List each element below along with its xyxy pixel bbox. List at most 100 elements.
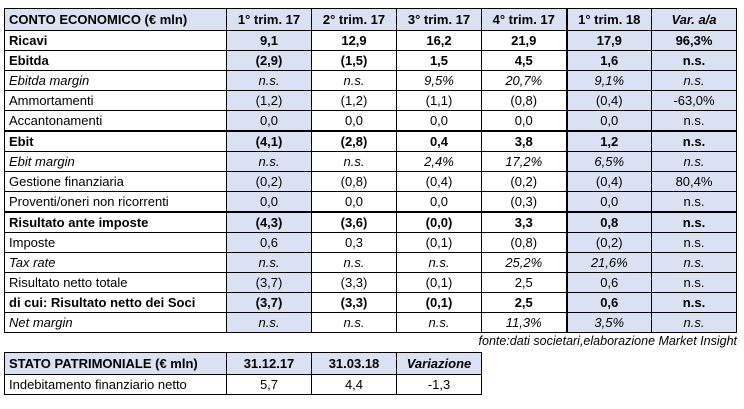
table-row: Gestione finanziaria (0,2) (0,8) (0,4) (0,2)…: [4, 171, 737, 192]
column-header: 3° trim. 17: [396, 8, 482, 31]
value-cell: n.s.: [651, 312, 737, 333]
value-cell: (0,3): [481, 191, 567, 213]
value-cell: (0,8): [311, 171, 397, 192]
value-cell: 3,8: [481, 130, 567, 152]
value-cell: 1,6: [565, 50, 652, 71]
value-cell: 11,3%: [481, 312, 567, 333]
value-cell: (0,2): [481, 171, 567, 192]
value-cell: n.s.: [651, 151, 737, 172]
value-cell: 0,0: [311, 191, 397, 213]
row-label: Risultato netto totale: [4, 272, 227, 293]
value-cell: 0,4: [396, 130, 482, 152]
table-row: Risultato ante imposte (4,3) (3,6) (0,0) 3,3…: [4, 211, 737, 233]
value-cell: n.s.: [651, 211, 737, 233]
value-cell: n.s.: [651, 50, 737, 71]
value-cell: n.s.: [226, 151, 312, 172]
table-row: di cui: Risultato netto dei Soci (3,7) (3,…: [4, 292, 737, 313]
row-label: Ammortamenti: [4, 90, 227, 111]
value-cell: (0,8): [481, 232, 567, 253]
value-cell: (1,1): [396, 90, 482, 111]
value-cell: 16,2: [396, 30, 482, 51]
value-cell: 0,3: [311, 232, 397, 253]
income-table-header-row: CONTO ECONOMICO (€ mln) 1° trim. 17 2° tri…: [4, 8, 737, 31]
balance-table-header-row: STATO PATRIMONIALE (€ mln) 31.12.17 31.03.…: [4, 352, 482, 375]
row-label: Ebitda: [4, 50, 227, 71]
value-cell: 0,0: [396, 191, 482, 213]
table-row: Ebitda (2,9) (1,5) 1,5 4,5 1,6 n.s.: [4, 50, 737, 71]
value-cell: 0,0: [565, 191, 652, 213]
table-row: Risultato netto totale (3,7) (3,3) (0,1) 2,5…: [4, 272, 737, 293]
value-cell: 12,9: [311, 30, 397, 51]
table-row: Tax rate n.s. n.s. n.s. 25,2% 21,6% n.s.: [4, 252, 737, 273]
row-label: Ebit margin: [4, 151, 227, 172]
value-cell: (2,8): [311, 130, 397, 152]
value-cell: 9,1%: [565, 70, 652, 91]
value-cell: n.s.: [651, 252, 737, 273]
table-row: Net margin n.s. n.s. n.s. 11,3% 3,5% n.s.: [4, 312, 737, 333]
column-header: Variazione: [396, 352, 482, 375]
value-cell: 4,5: [481, 50, 567, 71]
value-cell: n.s.: [651, 130, 737, 152]
column-header: 1° trim. 17: [226, 8, 312, 31]
row-label: Proventi/oneri non ricorrenti: [4, 191, 227, 213]
table-row: Proventi/oneri non ricorrenti 0,0 0,0 0,0 (0…: [4, 191, 737, 213]
table-row: Ebit margin n.s. n.s. 2,4% 17,2% 6,5% n.s.: [4, 151, 737, 172]
value-cell: 3,3: [481, 211, 567, 233]
value-cell: 0,0: [311, 110, 397, 132]
column-header: 1° trim. 18: [565, 8, 652, 31]
value-cell: n.s.: [651, 191, 737, 213]
value-cell: n.s.: [651, 292, 737, 313]
table-row: Imposte 0,6 0,3 (0,1) (0,8) (0,2) n.s.: [4, 232, 737, 253]
value-cell: 0,6: [565, 292, 652, 313]
table-row: Ebit (4,1) (2,8) 0,4 3,8 1,2 n.s.: [4, 130, 737, 152]
value-cell: n.s.: [651, 70, 737, 91]
value-cell: 21,9: [481, 30, 567, 51]
table-title: CONTO ECONOMICO (€ mln): [4, 8, 227, 31]
value-cell: (0,0): [396, 211, 482, 233]
row-label: Risultato ante imposte: [4, 211, 227, 233]
value-cell: 0,0: [226, 191, 312, 213]
value-cell: 2,5: [481, 272, 567, 293]
row-label: Accantonamenti: [4, 110, 227, 132]
value-cell: (0,1): [396, 292, 482, 313]
column-header: 31.12.17: [226, 352, 312, 375]
value-cell: n.s.: [651, 232, 737, 253]
balance-sheet-table: STATO PATRIMONIALE (€ mln) 31.12.17 31.03.…: [4, 352, 482, 395]
row-label: Imposte: [4, 232, 227, 253]
value-cell: (1,2): [311, 90, 397, 111]
value-cell: n.s.: [396, 252, 482, 273]
column-header: 31.03.18: [311, 352, 397, 375]
column-header: Var. a/a: [651, 8, 737, 31]
value-cell: (0,8): [481, 90, 567, 111]
value-cell: (0,2): [226, 171, 312, 192]
value-cell: 0,0: [481, 110, 567, 132]
row-label: Ebit: [4, 130, 227, 152]
value-cell: 20,7%: [481, 70, 567, 91]
value-cell: 2,4%: [396, 151, 482, 172]
value-cell: (0,4): [565, 90, 652, 111]
table-row: Ammortamenti (1,2) (1,2) (1,1) (0,8) (0,4) -63…: [4, 90, 737, 111]
value-cell: (0,4): [565, 171, 652, 192]
source-note: fonte:dati societari,elaborazione Market…: [478, 334, 737, 348]
value-cell: (4,1): [226, 130, 312, 152]
value-cell: 9,1: [226, 30, 312, 51]
value-cell: 5,7: [226, 374, 312, 395]
row-label: Tax rate: [4, 252, 227, 273]
value-cell: n.s.: [396, 312, 482, 333]
value-cell: (4,3): [226, 211, 312, 233]
value-cell: 2,5: [481, 292, 567, 313]
value-cell: (1,2): [226, 90, 312, 111]
value-cell: 4,4: [311, 374, 397, 395]
value-cell: (2,9): [226, 50, 312, 71]
value-cell: n.s.: [651, 110, 737, 132]
value-cell: (0,4): [396, 171, 482, 192]
value-cell: n.s.: [226, 70, 312, 91]
column-header: 2° trim. 17: [311, 8, 397, 31]
value-cell: (1,5): [311, 50, 397, 71]
value-cell: 6,5%: [565, 151, 652, 172]
value-cell: (0,2): [565, 232, 652, 253]
value-cell: (0,1): [396, 272, 482, 293]
row-label: Gestione finanziaria: [4, 171, 227, 192]
value-cell: 0,0: [396, 110, 482, 132]
row-label: di cui: Risultato netto dei Soci: [4, 292, 227, 313]
